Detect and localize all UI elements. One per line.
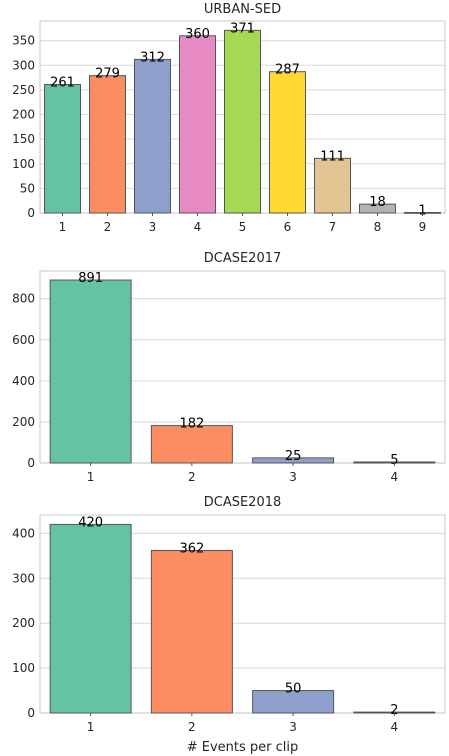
data-label: 371 (230, 21, 255, 36)
data-label: 420 (78, 515, 103, 530)
bar (134, 58, 171, 214)
data-label: 5 (390, 453, 398, 468)
x-axis-label: # Events per clip (187, 740, 299, 755)
data-label: 279 (95, 67, 120, 82)
data-label: 25 (285, 449, 302, 464)
data-label: 261 (50, 76, 75, 91)
y-tick-label: 800 (12, 292, 35, 306)
bar (89, 75, 126, 214)
bar (314, 157, 351, 214)
x-tick-label: 3 (289, 720, 297, 734)
data-label: 182 (179, 417, 204, 432)
x-tick-label: 6 (284, 220, 292, 234)
chart-panel-2: DCASE2017 0 200 400 600 800 891 1 182 2 25 3 5 4 (12, 251, 446, 484)
y-tick-label: 100 (12, 661, 35, 675)
bar (49, 523, 132, 714)
data-label: 287 (275, 63, 300, 78)
y-tick-label: 300 (12, 58, 35, 72)
x-tick-label: 4 (194, 220, 202, 234)
x-tick-label: 1 (87, 720, 95, 734)
x-tick-label: 9 (419, 220, 427, 234)
y-tick-label: 350 (12, 34, 35, 48)
y-tick-label: 50 (20, 181, 35, 195)
y-tick-label: 200 (12, 108, 35, 122)
data-label: 1 (418, 204, 426, 219)
plot-frame (39, 514, 446, 714)
y-tick-label: 300 (12, 571, 35, 585)
bar (224, 29, 261, 214)
chart-title: URBAN-SED (204, 2, 281, 17)
data-label: 891 (78, 271, 103, 286)
bar (179, 35, 216, 214)
data-label: 2 (390, 703, 398, 718)
y-tick-label: 200 (12, 616, 35, 630)
bar (150, 549, 233, 714)
plot-frame (39, 270, 446, 464)
y-tick-label: 400 (12, 526, 35, 540)
x-tick-label: 2 (188, 470, 196, 484)
y-tick-label: 200 (12, 415, 35, 429)
bar (44, 84, 81, 214)
x-tick-label: 8 (374, 220, 382, 234)
chart-title: DCASE2018 (204, 495, 282, 510)
x-tick-label: 2 (188, 720, 196, 734)
y-tick-label: 400 (12, 374, 35, 388)
x-tick-label: 7 (329, 220, 337, 234)
data-label: 312 (140, 50, 165, 65)
data-label: 360 (185, 27, 210, 42)
x-tick-label: 1 (87, 470, 95, 484)
chart-panel-3: DCASE2018 0 100 200 300 400 420 1 362 2 50 3 2 4 # Eve… (12, 495, 446, 755)
x-tick-label: 4 (391, 720, 399, 734)
bar (269, 71, 306, 214)
y-tick-label: 0 (27, 706, 35, 720)
chart-panel-1: URBAN-SED0501001502002503003502611279231… (12, 2, 446, 234)
y-tick-label: 100 (12, 157, 35, 171)
x-tick-label: 3 (289, 470, 297, 484)
bar (49, 279, 132, 464)
x-tick-label: 4 (391, 470, 399, 484)
y-tick-label: 250 (12, 83, 35, 97)
x-tick-label: 3 (149, 220, 157, 234)
x-tick-label: 5 (239, 220, 247, 234)
data-label: 362 (179, 541, 204, 556)
y-tick-label: 0 (27, 456, 35, 470)
bar (150, 425, 233, 464)
data-label: 18 (369, 195, 386, 210)
x-tick-label: 2 (104, 220, 112, 234)
data-label: 50 (285, 682, 302, 697)
y-tick-label: 600 (12, 333, 35, 347)
chart-title: DCASE2017 (204, 251, 282, 266)
y-tick-label: 150 (12, 132, 35, 146)
x-tick-label: 1 (59, 220, 67, 234)
data-label: 111 (320, 149, 345, 164)
y-tick-label: 0 (27, 206, 35, 220)
